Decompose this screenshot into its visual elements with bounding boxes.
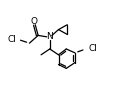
Text: O: O [31, 17, 38, 26]
Text: Cl: Cl [88, 45, 97, 53]
Text: N: N [46, 32, 53, 41]
Text: Cl: Cl [7, 35, 16, 44]
